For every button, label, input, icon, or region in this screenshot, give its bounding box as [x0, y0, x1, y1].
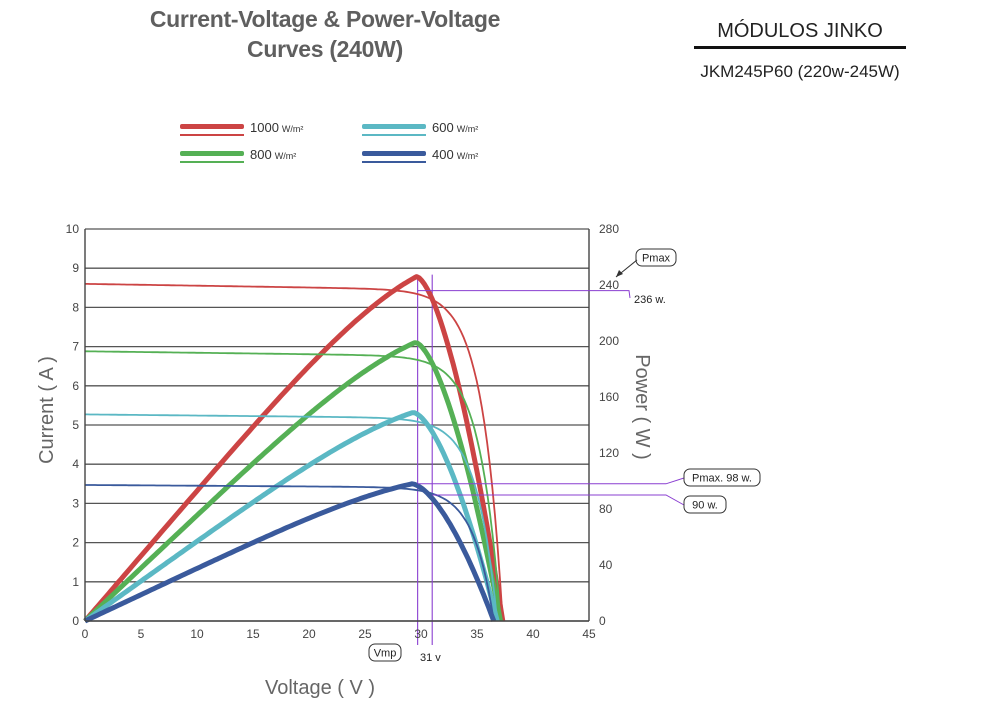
x-tick-label: 45: [582, 627, 596, 641]
p90-callout-box: [683, 495, 727, 514]
p90-callout-label: 90 w.: [692, 500, 718, 512]
callout-line-98: [417, 477, 685, 485]
pv-curve-2: [83, 410, 500, 624]
x-tick-label: 0: [82, 627, 89, 641]
chart-title: Current-Voltage & Power-Voltage Curves (…: [95, 4, 555, 64]
y2-tick-label: 80: [599, 502, 613, 516]
y2-tick-label: 160: [599, 390, 619, 404]
y-tick-label: 4: [72, 457, 79, 471]
legend-unit-1000: W/m²: [281, 124, 304, 134]
y-tick-label: 6: [72, 379, 79, 393]
x-tick-label: 15: [246, 627, 260, 641]
legend-swatch-600: [362, 122, 426, 138]
y-tick-label: 7: [72, 340, 79, 354]
pmax-callout-label: Pmax: [642, 253, 671, 265]
x-tick-label: 10: [190, 627, 204, 641]
vmp-callout-label: Vmp: [374, 648, 397, 660]
pv-curve-0: [83, 274, 506, 623]
callout-layer: Pmax 236 w. Pmax. 98 w. 90 w. Vmp 31 v: [368, 248, 761, 664]
y-tick-label: 3: [72, 496, 79, 510]
p236-label: 236 w.: [634, 294, 666, 306]
brand-label: MÓDULOS JINKO: [717, 20, 883, 42]
callout-line-90: [432, 494, 685, 506]
y-tick-label: 9: [72, 261, 79, 275]
callout-line-236: [417, 290, 631, 299]
curve-layer: [83, 274, 506, 624]
y2-tick-label: 280: [599, 222, 619, 236]
y2-tick-label: 120: [599, 446, 619, 460]
legend-swatch-1000: [180, 122, 244, 138]
pmax98-callout-box: [683, 468, 761, 487]
pmax-arrowhead: [616, 270, 623, 277]
pv-curve-3: [83, 481, 497, 624]
y-tick-label: 10: [66, 222, 80, 236]
legend-value-800: 800: [250, 147, 272, 162]
y-tick-label: 1: [72, 575, 79, 589]
x-tick-label: 40: [526, 627, 540, 641]
legend-unit-400: W/m²: [456, 151, 479, 161]
x-axis-title: Voltage ( V ): [265, 677, 375, 699]
brand-underline: [694, 46, 906, 49]
vmp-callout-box: [368, 643, 402, 662]
x-tick-label: 5: [138, 627, 145, 641]
marker-layer: [417, 274, 433, 645]
y-tick-label: 8: [72, 300, 79, 314]
legend-swatch-400: [362, 149, 426, 165]
legend-value-600: 600: [432, 120, 454, 135]
y2-tick-label: 200: [599, 334, 619, 348]
x-tick-label: 30: [414, 627, 428, 641]
y-tick-label: 5: [72, 418, 79, 432]
x-tick-label: 20: [302, 627, 316, 641]
y-axis-title: Current ( A ): [36, 356, 58, 464]
y2-tick-label: 0: [599, 614, 606, 628]
legend-unit-600: W/m²: [456, 124, 479, 134]
legend-value-400: 400: [432, 147, 454, 162]
pmax98-callout-label: Pmax. 98 w.: [692, 473, 752, 485]
iv-curve-0: [85, 283, 504, 622]
y-tick-label: 2: [72, 536, 79, 550]
legend-swatch-800: [180, 149, 244, 165]
model-label: JKM245P60 (220w-245W): [700, 62, 900, 81]
legend-unit-800: W/m²: [274, 151, 297, 161]
y-tick-label: 0: [72, 614, 79, 628]
v31-label: 31 v: [420, 652, 441, 664]
legend-value-1000: 1000: [250, 120, 279, 135]
x-tick-label: 35: [470, 627, 484, 641]
pmax-callout-box: [635, 248, 677, 267]
y2-tick-label: 40: [599, 558, 613, 572]
y2-axis-title: Power ( W ): [631, 354, 653, 460]
chart-title-line1: Current-Voltage & Power-Voltage: [149, 6, 501, 32]
chart-title-line2: Curves (240W): [247, 36, 403, 62]
x-tick-label: 25: [358, 627, 372, 641]
y2-tick-label: 240: [599, 278, 619, 292]
pv-curve-1: [83, 340, 503, 623]
